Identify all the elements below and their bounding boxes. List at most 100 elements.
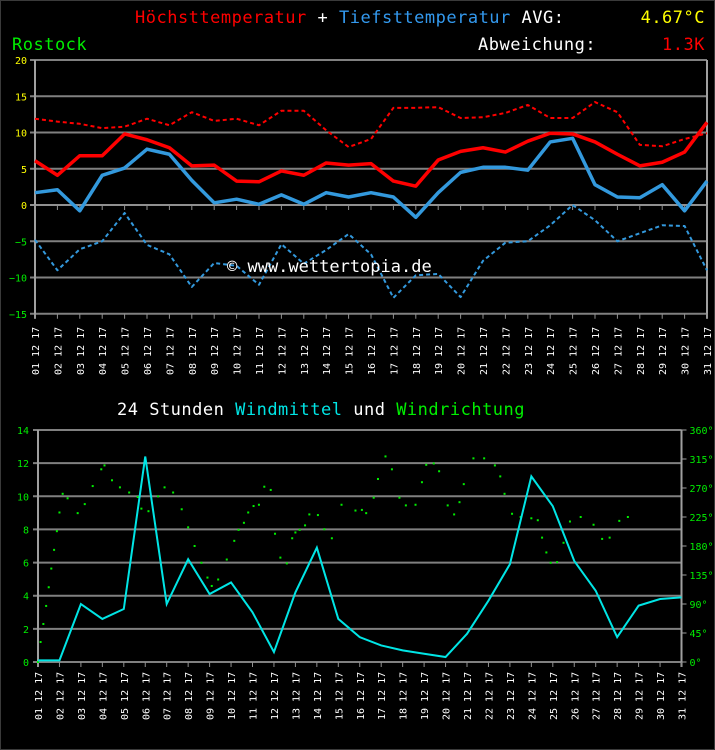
x-tick-label: 20 12 17 [457, 327, 468, 375]
direction-dot [438, 470, 441, 473]
x-tick-label: 13 12 17 [291, 672, 302, 720]
title-min: Tiefsttemperatur [339, 8, 511, 28]
direction-dot [140, 507, 143, 510]
direction-dot [503, 492, 506, 495]
direction-dot [180, 508, 183, 511]
x-tick-label: 21 12 17 [479, 327, 490, 375]
direction-dot [483, 457, 486, 460]
direction-dot [76, 512, 79, 515]
x-tick-label: 12 12 17 [277, 327, 288, 375]
direction-dot [545, 551, 548, 554]
x-tick-label: 14 12 17 [322, 327, 333, 375]
x-tick-label: 01 12 17 [31, 327, 42, 375]
direction-dot [308, 513, 311, 516]
x-tick-label: 26 12 17 [570, 672, 581, 720]
direction-dot [493, 464, 496, 467]
direction-dot [601, 537, 604, 540]
direction-dot [323, 528, 326, 531]
x-tick-label: 17 12 17 [377, 672, 388, 720]
x-tick-label: 11 12 17 [255, 327, 266, 375]
direction-dot [420, 481, 423, 484]
direction-dot [384, 455, 387, 458]
direction-dot [472, 457, 475, 460]
x-tick-label: 21 12 17 [463, 672, 474, 720]
x-tick-label: 18 12 17 [399, 672, 410, 720]
x-tick-label: 02 12 17 [53, 327, 64, 375]
x-tick-label: 10 12 17 [227, 672, 238, 720]
x-tick-label: 24 12 17 [527, 672, 538, 720]
direction-dot [285, 562, 288, 565]
direction-dot [294, 531, 297, 534]
direction-dot [536, 519, 539, 522]
y-right-tick-label: 90° [690, 600, 708, 611]
direction-dot [237, 528, 240, 531]
x-tick-label: 26 12 17 [591, 327, 602, 375]
direction-dot [66, 497, 69, 500]
x-tick-label: 14 12 17 [313, 672, 324, 720]
y-tick-label: 0 [23, 658, 29, 669]
direction-dot [562, 541, 565, 544]
y-tick-label: 15 [15, 92, 27, 103]
direction-dot [42, 622, 45, 625]
x-tick-label: 19 12 17 [420, 672, 431, 720]
direction-dot [330, 537, 333, 540]
direction-dot [499, 475, 502, 478]
direction-dot [55, 530, 58, 533]
direction-dot [252, 505, 255, 508]
direction-dot [530, 517, 533, 520]
direction-dot [274, 532, 277, 535]
direction-dot [618, 519, 621, 522]
x-tick-label: 28 12 17 [636, 327, 647, 375]
x-tick-label: 17 12 17 [389, 327, 400, 375]
x-tick-label: 09 12 17 [210, 327, 221, 375]
y-right-tick-label: 360° [690, 426, 714, 437]
chart-title: Höchsttemperatur + Tiefsttemperatur AVG: [135, 8, 564, 28]
x-tick-label: 29 12 17 [635, 672, 646, 720]
direction-dot [47, 586, 50, 589]
x-tick-label: 08 12 17 [184, 672, 195, 720]
x-tick-label: 29 12 17 [658, 327, 669, 375]
direction-dot [432, 462, 435, 465]
direction-dot [462, 483, 465, 486]
x-tick-label: 01 12 17 [34, 672, 45, 720]
x-tick-label: 25 12 17 [569, 327, 580, 375]
direction-dot [425, 463, 428, 466]
direction-dot [100, 468, 103, 471]
avg-value: 4.67°C [640, 8, 705, 28]
direction-dot [549, 561, 552, 564]
deviation-label: Abweichung: [478, 35, 597, 55]
y-right-tick-label: 0° [690, 658, 702, 669]
direction-dot [187, 526, 190, 529]
title-plus: + [317, 8, 329, 28]
x-tick-label: 31 12 17 [703, 327, 714, 375]
x-tick-label: 31 12 17 [678, 672, 689, 720]
y-tick-label: −15 [9, 310, 27, 321]
direction-dot [365, 512, 368, 515]
x-tick-label: 06 12 17 [143, 327, 154, 375]
x-tick-label: 27 12 17 [613, 327, 624, 375]
deviation-value: 1.3K [662, 35, 705, 55]
y-tick-label: 20 [15, 56, 27, 67]
wind-chart-title: 24 Stunden Windmittel und Windrichtung [117, 400, 525, 420]
wind-title-windrichtung: Windrichtung [396, 400, 526, 420]
direction-dot [242, 521, 245, 524]
x-tick-label: 19 12 17 [434, 327, 445, 375]
x-tick-label: 22 12 17 [484, 672, 495, 720]
x-tick-label: 16 12 17 [367, 327, 378, 375]
direction-dot [592, 523, 595, 526]
direction-dot [45, 604, 48, 607]
y-right-tick-label: 225° [690, 513, 714, 524]
direction-dot [147, 510, 150, 513]
direction-dot [83, 503, 86, 506]
x-tick-label: 08 12 17 [188, 327, 199, 375]
x-tick-label: 11 12 17 [249, 672, 260, 720]
y-tick-label: 10 [17, 492, 29, 503]
x-tick-label: 04 12 17 [98, 672, 109, 720]
wind-title-part1: 24 Stunden [117, 400, 225, 420]
x-tick-label: 05 12 17 [120, 672, 131, 720]
direction-dot [58, 511, 61, 514]
direction-dot [376, 477, 379, 480]
direction-dot [579, 516, 582, 518]
direction-dot [200, 561, 203, 564]
